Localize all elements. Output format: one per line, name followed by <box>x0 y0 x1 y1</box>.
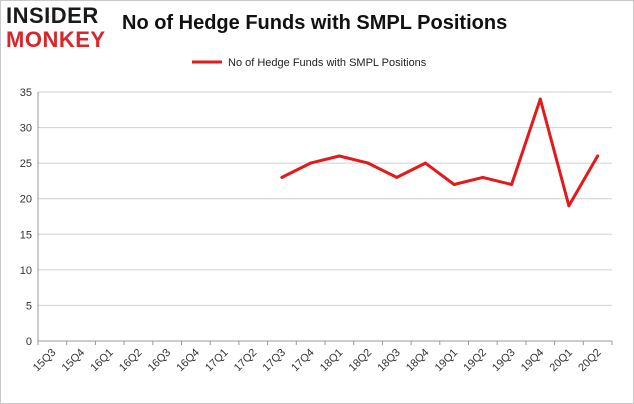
data-point <box>423 161 427 165</box>
x-tick-label: 16Q2 <box>117 347 145 375</box>
x-tick-label: 16Q1 <box>88 347 116 375</box>
x-tick-label: 20Q2 <box>576 347 604 375</box>
data-point <box>538 97 542 101</box>
legend: No of Hedge Funds with SMPL Positions <box>192 57 427 69</box>
y-tick-label: 15 <box>20 229 32 241</box>
chart-title: No of Hedge Funds with SMPL Positions <box>122 12 508 34</box>
data-point <box>481 175 485 179</box>
data-point <box>452 183 456 186</box>
x-tick-label: 19Q3 <box>490 347 518 375</box>
series <box>280 97 600 208</box>
y-tick-label: 25 <box>20 158 32 170</box>
data-point <box>395 175 399 179</box>
y-tick-label: 10 <box>20 265 32 277</box>
x-tick-label: 17Q2 <box>232 347 260 375</box>
y-tick-label: 35 <box>20 87 32 99</box>
x-tick-label: 18Q2 <box>347 347 375 375</box>
x-tick-label: 15Q4 <box>60 347 88 375</box>
data-point <box>596 154 600 158</box>
x-tick-label: 17Q4 <box>289 347 317 375</box>
x-tick-label: 18Q3 <box>375 347 403 375</box>
gridlines <box>38 91 612 306</box>
y-tick-label: 30 <box>20 123 32 135</box>
y-tick-label: 5 <box>26 300 32 312</box>
y-tick-label: 20 <box>20 194 32 206</box>
x-tick-label: 19Q1 <box>433 347 461 375</box>
y-tick-label: 0 <box>26 336 32 348</box>
legend-label: No of Hedge Funds with SMPL Positions <box>228 57 427 69</box>
logo-line-1: INSIDER <box>6 3 99 28</box>
data-point <box>510 183 514 186</box>
data-point <box>280 175 284 179</box>
x-tick-label: 19Q2 <box>461 347 489 375</box>
x-tick-label: 17Q1 <box>203 347 231 375</box>
x-tick-label: 18Q4 <box>404 347 432 375</box>
x-tick-label: 15Q3 <box>31 347 59 375</box>
x-tick-label: 16Q3 <box>146 347 174 375</box>
series-line <box>280 97 600 208</box>
data-point <box>309 161 313 165</box>
insider-monkey-logo: INSIDER MONKEY <box>6 4 118 52</box>
data-point <box>567 204 571 208</box>
data-point <box>366 161 370 165</box>
x-tick-label: 20Q1 <box>548 347 576 375</box>
data-point <box>337 154 341 158</box>
x-tick-label: 18Q1 <box>318 347 346 375</box>
x-tick-label: 19Q4 <box>519 347 547 375</box>
x-tick-label: 17Q3 <box>261 347 289 375</box>
logo-line-2: MONKEY <box>6 27 106 52</box>
x-tick-label: 16Q4 <box>174 347 202 375</box>
